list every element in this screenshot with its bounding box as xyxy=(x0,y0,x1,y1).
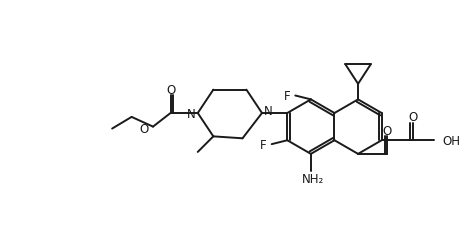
Text: O: O xyxy=(167,84,176,97)
Text: F: F xyxy=(283,90,290,103)
Text: OH: OH xyxy=(441,134,459,147)
Text: NH₂: NH₂ xyxy=(301,172,323,185)
Text: O: O xyxy=(139,123,148,136)
Text: O: O xyxy=(382,124,391,137)
Text: F: F xyxy=(260,138,266,151)
Text: N: N xyxy=(263,104,272,117)
Text: O: O xyxy=(407,111,416,124)
Text: N: N xyxy=(187,107,196,120)
